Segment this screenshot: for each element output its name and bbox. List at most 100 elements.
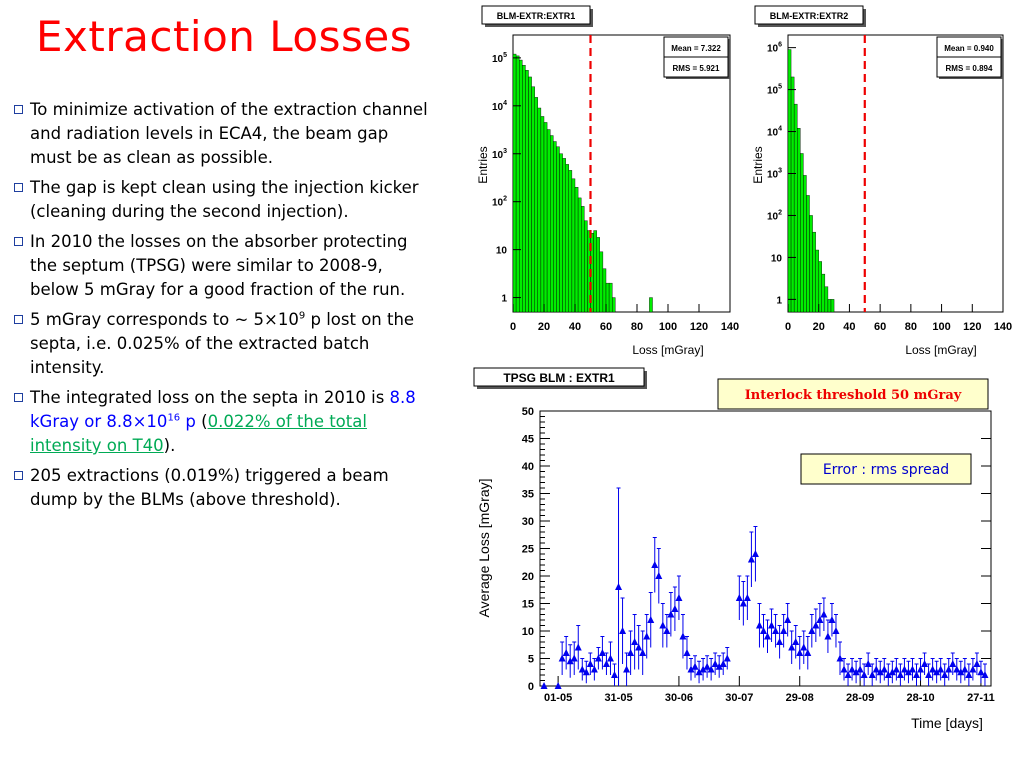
histogram-bar [519, 59, 523, 313]
histogram-bar [809, 215, 813, 313]
data-point [540, 682, 548, 689]
x-tick-label: 0 [785, 321, 791, 333]
histogram-bar [815, 249, 819, 313]
data-point [848, 665, 856, 673]
data-point [796, 649, 804, 656]
data-point [852, 668, 860, 676]
y-tick-label: 5 [528, 654, 534, 666]
data-point [627, 649, 635, 656]
x-tick-label: 0 [510, 321, 516, 333]
data-point [554, 682, 562, 689]
y-tick-label: 103 [492, 148, 507, 161]
x-tick-label: 29-08 [786, 692, 814, 704]
interlock-label: Interlock threshold 50 mGray [745, 388, 962, 403]
x-tick-label: 80 [631, 321, 643, 333]
bullet-text: 9 [298, 310, 306, 322]
bullet-item: To minimize activation of the extraction… [14, 98, 434, 170]
data-point [764, 632, 772, 640]
x-axis-label: Time [days] [911, 715, 983, 731]
x-tick-label: 20 [538, 321, 550, 333]
data-point [574, 643, 582, 651]
data-point [679, 632, 687, 640]
data-point [929, 665, 937, 673]
y-tick-label: 20 [522, 571, 534, 583]
data-point [888, 668, 896, 676]
data-point [945, 665, 953, 673]
interlock-box [717, 378, 989, 410]
histogram-bar [515, 55, 520, 313]
y-tick-label: 102 [767, 209, 782, 222]
histogram-bar [546, 129, 551, 313]
data-point [615, 583, 623, 590]
bullet-item: The integrated loss on the septa in 2010… [14, 386, 434, 458]
histogram-bar [512, 53, 517, 313]
data-point [917, 665, 925, 673]
y-tick-label: 104 [767, 126, 782, 139]
x-tick-label: 27-11 [967, 692, 995, 704]
bullet-text: 8.8 kGray or 8.8×10 [30, 388, 416, 431]
bullet-item: 205 extractions (0.019%) triggered a bea… [14, 464, 434, 512]
histogram-bar [540, 116, 545, 313]
bullet-item: The gap is kept clean using the injectio… [14, 176, 434, 224]
y-tick-label: 30 [522, 516, 534, 528]
histogram-bar [806, 195, 810, 313]
data-point [715, 662, 723, 670]
stats-rms: RMS = 5.921 [673, 64, 720, 73]
data-point [876, 668, 884, 676]
x-tick-label: 140 [721, 321, 739, 333]
data-point [900, 665, 908, 673]
slide-title: Extraction Losses [36, 12, 413, 61]
data-point [961, 665, 969, 673]
y-tick-label: 45 [522, 434, 534, 446]
x-tick-label: 01-05 [544, 692, 572, 704]
histogram-bar [787, 49, 792, 313]
data-point [965, 671, 973, 678]
histogram-bar [827, 299, 832, 313]
histogram-bar [565, 164, 570, 313]
stats-rms: RMS = 0.894 [946, 64, 993, 73]
histogram-bar [537, 107, 542, 313]
y-tick-label: 0 [528, 681, 534, 693]
data-point [772, 627, 780, 634]
histogram-bar [522, 65, 526, 313]
data-point [667, 610, 675, 618]
histogram-bar [550, 135, 554, 313]
histogram-bar [599, 251, 604, 313]
histogram-bar [790, 76, 795, 313]
histogram-bar [593, 230, 597, 313]
data-point [836, 654, 844, 662]
x-tick-label: 140 [994, 321, 1012, 333]
data-point [707, 665, 715, 673]
title-box [754, 5, 864, 25]
plot-frame [787, 34, 1004, 313]
data-point [953, 665, 961, 673]
histogram-bar [584, 220, 588, 313]
histogram-bar [649, 297, 653, 313]
data-point [671, 605, 679, 612]
y-tick-label: 40 [522, 461, 534, 473]
y-tick-label: 106 [767, 42, 782, 55]
data-point [598, 649, 606, 656]
bullet-item: 5 mGray corresponds to ~ 5×109 p lost on… [14, 308, 434, 380]
data-point [699, 665, 707, 673]
x-tick-label: 60 [600, 321, 612, 333]
histogram-bar [543, 122, 548, 313]
histogram-bar [556, 146, 560, 313]
y-tick-label: 104 [492, 100, 507, 113]
histogram-bar [553, 141, 557, 313]
total-intensity-link[interactable]: 0.022% of the total intensity on T40 [30, 412, 367, 455]
data-point [973, 660, 981, 667]
x-tick-label: 120 [963, 321, 981, 333]
data-point [880, 665, 888, 673]
bullet-square-icon [14, 105, 23, 114]
y-tick-label: 103 [767, 168, 782, 181]
histogram-bar [534, 97, 539, 313]
bullet-text: ). [163, 436, 176, 455]
data-point [804, 649, 812, 656]
y-tick-label: 1 [776, 295, 782, 306]
y-tick-label: 35 [522, 489, 534, 501]
data-point [643, 632, 651, 640]
histogram-bar [824, 286, 829, 313]
data-point [735, 594, 743, 601]
data-point [977, 668, 985, 676]
